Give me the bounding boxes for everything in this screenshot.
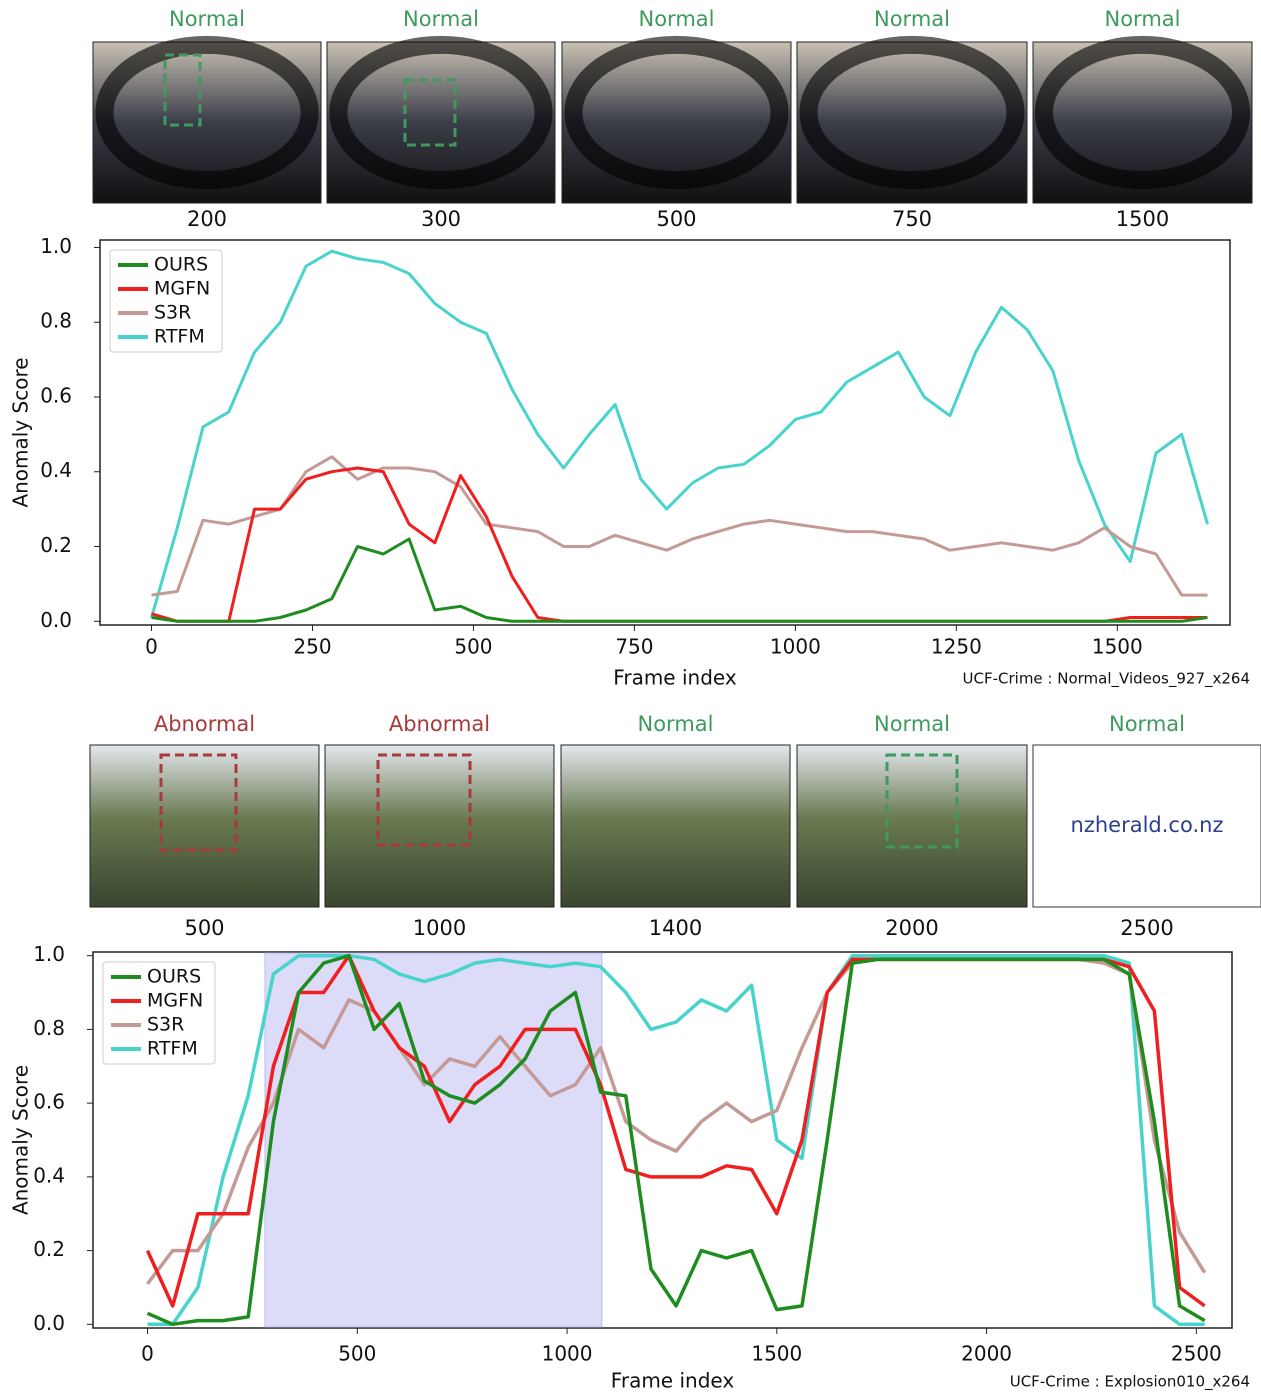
legend-label: OURS (154, 254, 208, 276)
x-tick-label: 1000 (542, 1342, 593, 1366)
legend-label: S3R (154, 302, 191, 324)
source-caption: UCF-Crime : Explosion010_x264 (1010, 1373, 1250, 1392)
y-tick-label: 0.2 (40, 533, 72, 557)
frame-index: 300 (421, 207, 461, 231)
x-tick-label: 1000 (770, 635, 821, 659)
y-tick-label: 0.0 (40, 608, 72, 632)
legend-label: S3R (147, 1014, 184, 1036)
frame-state: Normal (169, 7, 245, 31)
x-tick-label: 500 (454, 635, 492, 659)
thumbnail (325, 745, 554, 907)
frame-index: 1400 (649, 916, 702, 940)
y-tick-label: 1.0 (33, 942, 65, 966)
y-tick-label: 0.8 (33, 1016, 65, 1040)
x-tick-label: 250 (293, 635, 331, 659)
thumbnail (561, 745, 790, 907)
x-tick-label: 0 (141, 1342, 154, 1366)
x-tick-label: 750 (615, 635, 653, 659)
y-tick-label: 0.8 (40, 309, 72, 333)
x-tick-label: 1250 (931, 635, 982, 659)
frame-state: Normal (874, 712, 950, 736)
legend-label: RTFM (147, 1038, 198, 1060)
frame-state: Normal (639, 7, 715, 31)
frame-index: 500 (184, 916, 224, 940)
frame-index: 500 (656, 207, 696, 231)
y-tick-label: 1.0 (40, 234, 72, 258)
frame-index: 1000 (413, 916, 466, 940)
frame-index: 750 (892, 207, 932, 231)
legend-label: MGFN (147, 990, 203, 1012)
y-tick-label: 0.6 (40, 383, 72, 407)
frame-state: Normal (403, 7, 479, 31)
x-axis-title: Frame index (613, 666, 737, 690)
frame-state: Abnormal (154, 712, 255, 736)
x-tick-label: 2000 (961, 1342, 1012, 1366)
x-axis-title: Frame index (611, 1369, 735, 1393)
x-tick-label: 500 (338, 1342, 376, 1366)
x-tick-label: 1500 (1092, 635, 1143, 659)
y-tick-label: 0.2 (33, 1237, 65, 1261)
frame-index: 200 (187, 207, 227, 231)
frame-state: Abnormal (389, 712, 490, 736)
figure: Normal 200 Normal 300 Normal 500 Normal 750 Norm… (0, 0, 1261, 1394)
thumbnail (90, 745, 319, 907)
frame-index: 2000 (885, 916, 938, 940)
legend-label: RTFM (154, 326, 205, 348)
x-tick-label: 0 (145, 635, 158, 659)
plot-area (93, 952, 1232, 1328)
x-tick-label: 1500 (751, 1342, 802, 1366)
y-tick-label: 0.4 (40, 458, 72, 482)
frame-index: 2500 (1120, 916, 1173, 940)
x-tick-label: 2500 (1171, 1342, 1222, 1366)
y-axis-title: Anomaly Score (9, 1065, 33, 1215)
frame-state: Normal (1105, 7, 1181, 31)
frame-state: Normal (874, 7, 950, 31)
frame-state: Normal (638, 712, 714, 736)
legend-label: MGFN (154, 278, 210, 300)
frame-index: 1500 (1116, 207, 1169, 231)
y-axis-title: Anomaly Score (9, 357, 33, 507)
plot-area (100, 240, 1230, 625)
y-tick-label: 0.6 (33, 1090, 65, 1114)
thumbnail (797, 745, 1027, 907)
frame-state: Normal (1109, 712, 1185, 736)
legend-label: OURS (147, 966, 201, 988)
y-tick-label: 0.0 (33, 1311, 65, 1335)
y-tick-label: 0.4 (33, 1163, 65, 1187)
source-caption: UCF-Crime : Normal_Videos_927_x264 (963, 670, 1250, 689)
watermark: nzherald.co.nz (1071, 813, 1224, 837)
